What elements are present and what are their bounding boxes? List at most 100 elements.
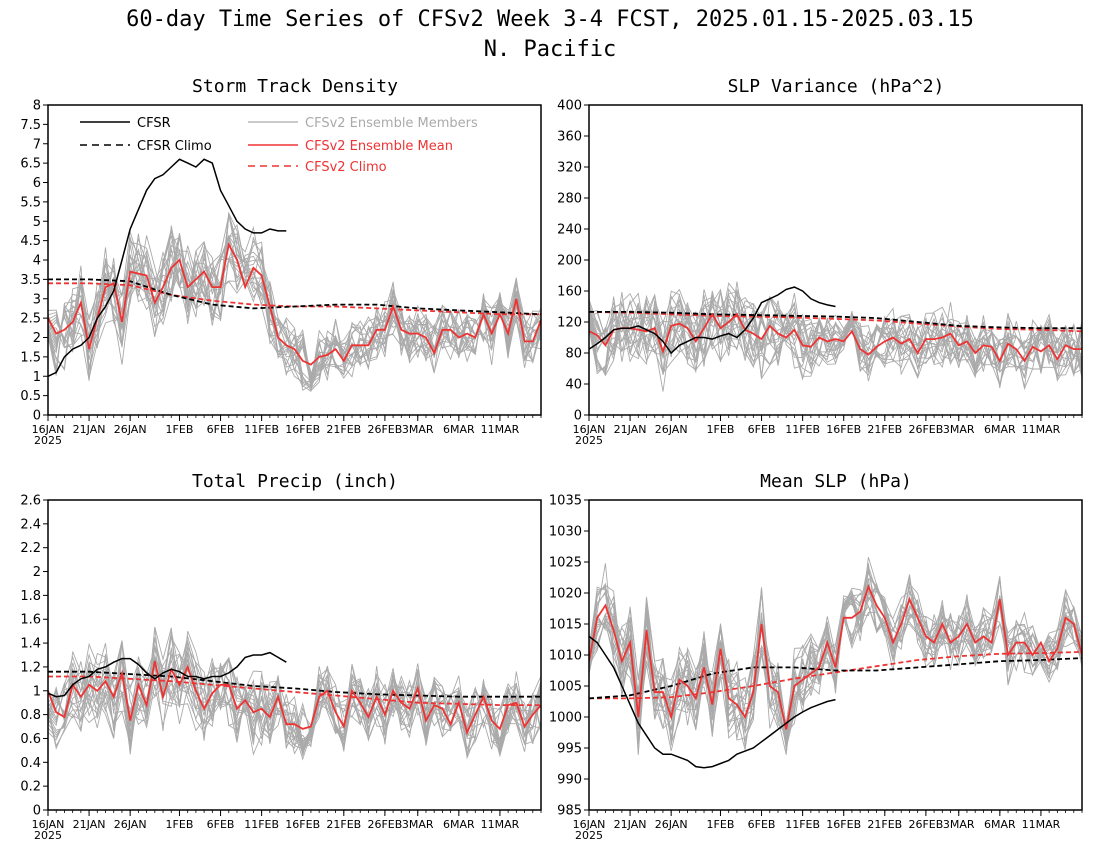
y-tick-label: 1.8 (20, 589, 41, 604)
ensemble-member-line (48, 235, 541, 381)
x-tick-label: 6FEB (748, 423, 776, 436)
legend-label-ensemble-members: CFSv2 Ensemble Members (305, 116, 478, 131)
y-tick-label: 200 (557, 254, 582, 269)
y-tick-label: 2 (33, 331, 41, 346)
x-tick-label: 11FEB (785, 818, 820, 831)
x-tick-label: 6MAR (984, 423, 1016, 436)
y-tick-label: 3.5 (20, 273, 41, 288)
x-tick-label: 26JAN (114, 818, 147, 831)
y-tick-label: 5 (33, 215, 41, 230)
ensemble-mean-line (589, 312, 1082, 363)
x-tick-label: 16FEB (285, 423, 320, 436)
cfsv2-climo-line (589, 651, 1082, 700)
y-tick-label: 1.2 (20, 660, 41, 675)
x-tick-label: 6FEB (748, 818, 776, 831)
x-tick-label: 26JAN (114, 423, 147, 436)
y-tick-label: 1020 (549, 587, 582, 602)
x-tick-label: 21JAN (73, 423, 106, 436)
cfsv2-climo-line (589, 311, 1082, 333)
y-tick-label: 7.5 (20, 118, 41, 133)
panel-storm-track-density: Storm Track Density 0 0.5 1 1.5 2 2.5 3 3.5 4 4.5… (20, 76, 542, 447)
x-tick-label: 16JAN (32, 818, 65, 831)
y-tick-label: 6 (33, 176, 41, 191)
ensemble-mean-line (589, 584, 1082, 730)
y-tick-label: 995 (557, 742, 582, 757)
y-tick-label: 2.4 (20, 517, 41, 532)
y-tick-label: 4 (33, 254, 41, 269)
cfsr-climo-line (48, 278, 541, 316)
y-tick-label: 1015 (549, 618, 582, 633)
x-year-label: 2025 (575, 434, 603, 447)
y-tick-label: 1.4 (20, 637, 41, 652)
y-tick-label: 320 (557, 161, 582, 176)
ensemble-member-line (589, 576, 1082, 738)
figure-subtitle: N. Pacific (484, 37, 616, 62)
panel-total-precip: Total Precip (inch) 0 0.2 0.4 0.6 0.8 1 1.2 1.4… (20, 471, 542, 842)
cfsr-line (589, 635, 836, 769)
y-tick-label: 5.5 (20, 195, 41, 210)
ensemble-mean-line (48, 241, 541, 366)
ensemble-member-line (589, 299, 1082, 381)
x-tick-label: 6MAR (443, 423, 475, 436)
panel-title: Mean SLP (hPa) (760, 471, 912, 492)
x-tick-label: 21FEB (867, 818, 902, 831)
ensemble-member-line (48, 657, 541, 744)
legend-label-ensemble-mean: CFSv2 Ensemble Mean (305, 139, 453, 154)
y-tick-label: 1.5 (20, 350, 41, 365)
ensemble-member-line (589, 566, 1082, 730)
panel-title: SLP Variance (hPa^2) (728, 76, 945, 97)
ensemble-mean-line (48, 660, 541, 736)
ensemble-member-line (48, 235, 541, 383)
x-tick-label: 16FEB (826, 818, 861, 831)
y-tick-label: 240 (557, 223, 582, 238)
y-tick-label: 1005 (549, 680, 582, 695)
series-group (48, 626, 541, 761)
x-tick-label: 3MAR (943, 818, 975, 831)
y-tick-label: 1025 (549, 556, 582, 571)
x-tick-label: 11FEB (244, 423, 279, 436)
y-tick-label: 1010 (549, 649, 582, 664)
legend-label-cfsr: CFSR (137, 116, 171, 131)
y-tick-label: 0.6 (20, 732, 41, 747)
x-year-label: 2025 (575, 829, 603, 842)
y-tick-label: 3 (33, 292, 41, 307)
plot-area: 0 0.5 1 1.5 2 2.5 3 3.5 4 4.5 5 5.5 6 6.5 7 7.5 8 16JAN 21… (20, 99, 542, 447)
ensemble-member-line (48, 214, 541, 383)
y-tick-label: 80 (565, 347, 582, 362)
y-tick-label: 0.2 (20, 780, 41, 795)
x-tick-label: 3MAR (402, 423, 434, 436)
x-tick-label: 26FEB (367, 423, 402, 436)
y-tick-label: 8 (33, 99, 41, 114)
y-tick-label: 1000 (549, 711, 582, 726)
ensemble-member-line (48, 642, 541, 755)
y-tick-label: 7 (33, 137, 41, 152)
y-tick-label: 0.5 (20, 389, 41, 404)
ensemble-member-line (589, 296, 1082, 387)
x-tick-label: 1FEB (707, 423, 735, 436)
plot-area: 0 0.2 0.4 0.6 0.8 1 1.2 1.4 1.6 1.8 2 2.2 2.4 2.6 16JA… (20, 494, 542, 842)
y-tick-label: 6.5 (20, 157, 41, 172)
panel-title: Total Precip (inch) (192, 471, 398, 492)
ensemble-member-line (589, 301, 1082, 378)
x-tick-label: 11MAR (481, 818, 520, 831)
y-tick-label: 40 (565, 378, 582, 393)
x-tick-label: 1FEB (166, 423, 194, 436)
x-tick-label: 1FEB (707, 818, 735, 831)
x-tick-label: 11FEB (244, 818, 279, 831)
x-tick-label: 6MAR (984, 818, 1016, 831)
y-tick-label: 0.8 (20, 708, 41, 723)
cfsr-line (48, 158, 287, 377)
y-tick-label: 2.6 (20, 494, 41, 509)
y-tick-label: 0 (33, 409, 41, 424)
series-group (589, 556, 1082, 769)
cfsr-line (589, 286, 836, 355)
x-tick-label: 3MAR (402, 818, 434, 831)
ensemble-member-line (48, 234, 541, 386)
x-tick-label: 1FEB (166, 818, 194, 831)
ensemble-member-line (48, 245, 541, 386)
x-tick-label: 26FEB (908, 423, 943, 436)
x-tick-label: 6FEB (207, 818, 235, 831)
y-tick-label: 990 (557, 773, 582, 788)
y-tick-label: 360 (557, 130, 582, 145)
series-group (589, 281, 1082, 392)
